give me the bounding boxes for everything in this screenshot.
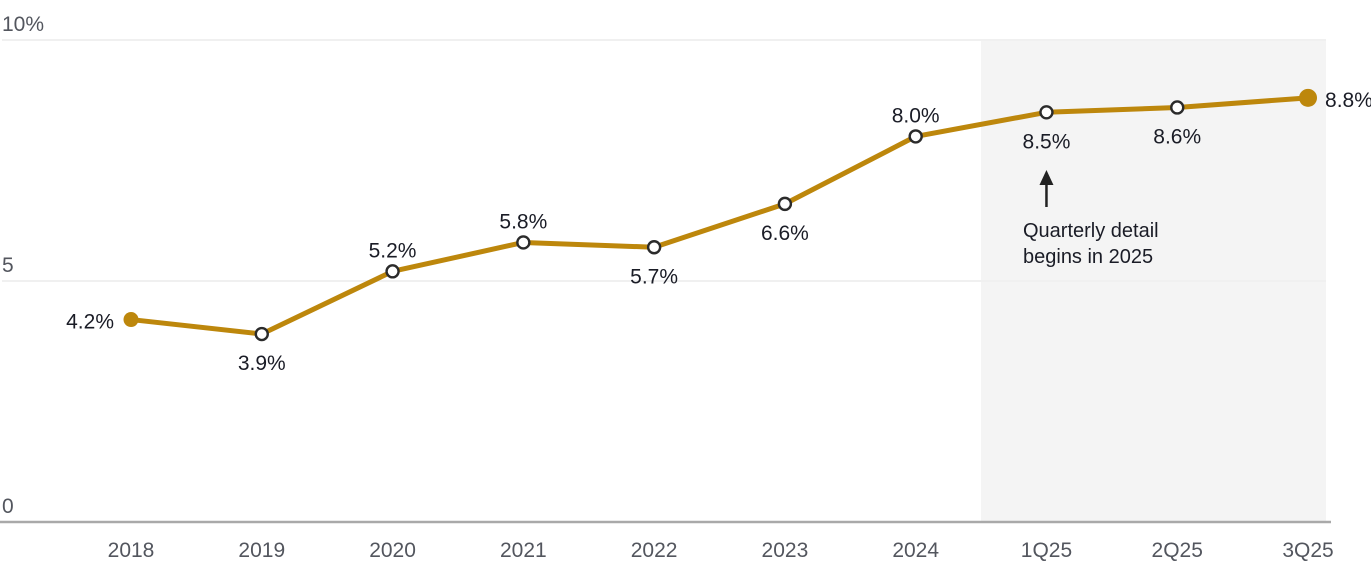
x-axis-label: 2022 <box>631 539 678 562</box>
y-axis-label: 10% <box>2 13 44 36</box>
data-point-marker <box>385 264 400 279</box>
data-point-marker <box>516 235 531 250</box>
annotation-text: Quarterly detail begins in 2025 <box>1023 218 1159 270</box>
data-point-marker <box>1170 100 1185 115</box>
data-point-marker <box>1039 105 1054 120</box>
x-axis-label: 2019 <box>238 539 285 562</box>
data-point-label: 5.8% <box>499 210 547 233</box>
data-point-label: 8.5% <box>1023 130 1071 153</box>
x-axis-label: 2023 <box>762 539 809 562</box>
y-axis-label: 5 <box>2 254 14 277</box>
x-axis-label: 1Q25 <box>1021 539 1072 562</box>
annotation-arrow-head <box>1039 170 1054 185</box>
data-point-marker <box>646 240 662 255</box>
data-point-marker <box>1299 88 1318 107</box>
x-axis-label: 3Q25 <box>1282 539 1333 562</box>
annotation-line-1: Quarterly detail <box>1023 220 1159 242</box>
data-point-label: 5.7% <box>630 265 678 288</box>
data-point-marker <box>908 129 923 144</box>
x-axis-label: 2024 <box>892 539 939 562</box>
data-point-label: 8.8% <box>1325 89 1371 112</box>
x-axis-label: 2018 <box>108 539 155 562</box>
data-point-label: 6.6% <box>761 222 809 245</box>
data-point-label: 5.2% <box>369 239 417 262</box>
data-point-marker <box>777 196 793 212</box>
x-axis-label: 2Q25 <box>1152 539 1203 562</box>
series-line <box>128 95 1311 337</box>
x-axis-label: 2020 <box>369 539 416 562</box>
annotation-arrow-icon <box>1039 170 1054 207</box>
data-point-marker <box>123 312 139 328</box>
data-point-label: 8.6% <box>1153 125 1201 148</box>
data-point-label: 3.9% <box>238 352 286 375</box>
x-axis-label: 2021 <box>500 539 547 562</box>
annotation-line-2: begins in 2025 <box>1023 246 1154 268</box>
data-point-marker <box>254 326 269 342</box>
data-point-label: 4.2% <box>66 311 114 334</box>
y-axis-label: 0 <box>2 495 14 518</box>
data-point-label: 8.0% <box>892 104 940 127</box>
